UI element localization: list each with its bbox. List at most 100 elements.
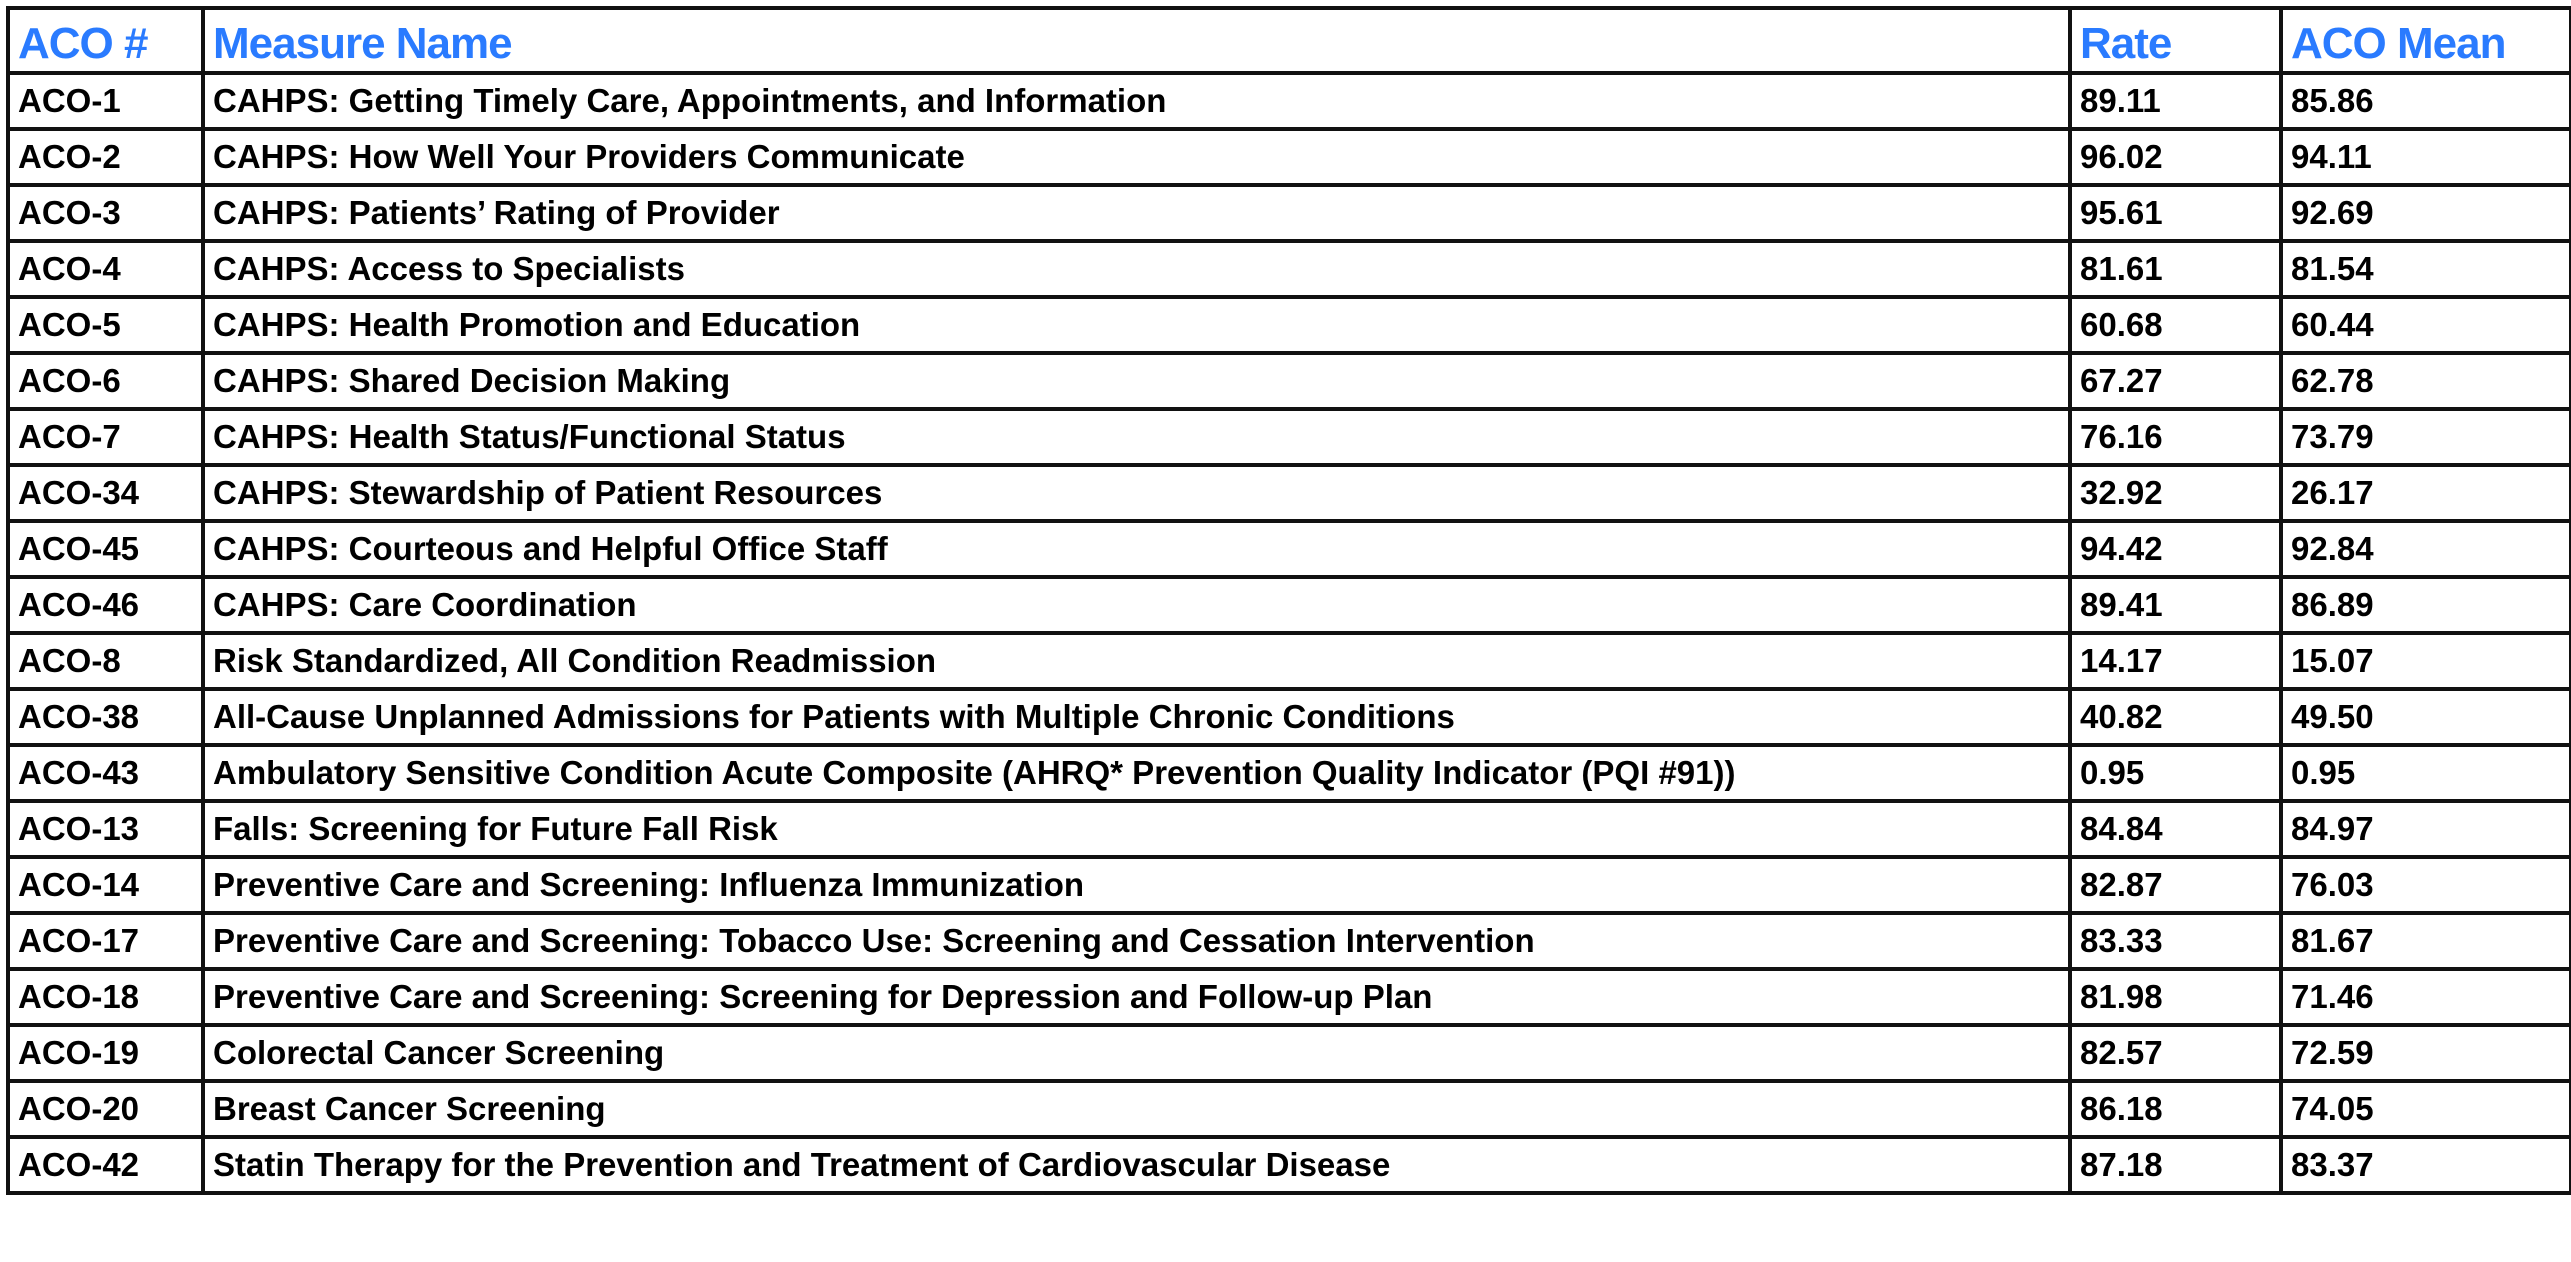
measure-name-cell: CAHPS: Getting Timely Care, Appointments… [201,71,2072,131]
rate-cell: 81.61 [2068,239,2283,299]
rate-cell: 32.92 [2068,463,2283,523]
aco-mean-cell: 62.78 [2279,351,2571,411]
aco-mean-cell: 81.67 [2279,911,2571,971]
aco-number-cell: ACO-19 [6,1023,205,1083]
measure-name-cell: CAHPS: Health Promotion and Education [201,295,2072,355]
table-row: ACO-8 Risk Standardized, All Condition Re… [6,631,2571,691]
table-row: ACO-7 CAHPS: Health Status/Functional Sta… [6,407,2571,467]
header-measure-name: Measure Name [201,6,2072,75]
aco-mean-cell: 0.95 [2279,743,2571,803]
table-row: ACO-1 CAHPS: Getting Timely Care, Appoint… [6,71,2571,131]
rate-cell: 89.11 [2068,71,2283,131]
aco-number-cell: ACO-2 [6,127,205,187]
aco-number-cell: ACO-14 [6,855,205,915]
measure-name-cell: CAHPS: Health Status/Functional Status [201,407,2072,467]
aco-number-cell: ACO-1 [6,71,205,131]
table-row: ACO-6 CAHPS: Shared Decision Making 67.27 6… [6,351,2571,411]
aco-number-cell: ACO-38 [6,687,205,747]
rate-cell: 76.16 [2068,407,2283,467]
table-row: ACO-38 All-Cause Unplanned Admissions for… [6,687,2571,747]
table-row: ACO-43 Ambulatory Sensitive Condition Acu… [6,743,2571,803]
rate-cell: 89.41 [2068,575,2283,635]
measure-name-cell: Falls: Screening for Future Fall Risk [201,799,2072,859]
table-row: ACO-20 Breast Cancer Screening 86.18 74.05 [6,1079,2571,1139]
table-row: ACO-42 Statin Therapy for the Prevention … [6,1135,2571,1195]
measure-name-cell: Breast Cancer Screening [201,1079,2072,1139]
aco-mean-cell: 76.03 [2279,855,2571,915]
measure-name-cell: Ambulatory Sensitive Condition Acute Com… [201,743,2072,803]
aco-mean-cell: 85.86 [2279,71,2571,131]
rate-cell: 83.33 [2068,911,2283,971]
aco-mean-cell: 83.37 [2279,1135,2571,1195]
aco-mean-cell: 86.89 [2279,575,2571,635]
aco-mean-cell: 60.44 [2279,295,2571,355]
aco-mean-cell: 92.69 [2279,183,2571,243]
rate-cell: 94.42 [2068,519,2283,579]
aco-number-cell: ACO-8 [6,631,205,691]
aco-mean-cell: 71.46 [2279,967,2571,1027]
rate-cell: 60.68 [2068,295,2283,355]
table-row: ACO-2 CAHPS: How Well Your Providers Comm… [6,127,2571,187]
table-row: ACO-4 CAHPS: Access to Specialists 81.61 81… [6,239,2571,299]
aco-number-cell: ACO-3 [6,183,205,243]
rate-cell: 0.95 [2068,743,2283,803]
aco-number-cell: ACO-45 [6,519,205,579]
table-row: ACO-17 Preventive Care and Screening: Tob… [6,911,2571,971]
header-aco-number: ACO # [6,6,205,75]
rate-cell: 95.61 [2068,183,2283,243]
aco-mean-cell: 94.11 [2279,127,2571,187]
table-row: ACO-45 CAHPS: Courteous and Helpful Offic… [6,519,2571,579]
aco-number-cell: ACO-20 [6,1079,205,1139]
rate-cell: 81.98 [2068,967,2283,1027]
aco-number-cell: ACO-5 [6,295,205,355]
measure-name-cell: CAHPS: How Well Your Providers Communica… [201,127,2072,187]
aco-number-cell: ACO-7 [6,407,205,467]
rate-cell: 67.27 [2068,351,2283,411]
table-row: ACO-5 CAHPS: Health Promotion and Educati… [6,295,2571,355]
aco-mean-cell: 15.07 [2279,631,2571,691]
aco-number-cell: ACO-17 [6,911,205,971]
aco-number-cell: ACO-43 [6,743,205,803]
aco-mean-cell: 92.84 [2279,519,2571,579]
table-row: ACO-34 CAHPS: Stewardship of Patient Reso… [6,463,2571,523]
measure-name-cell: CAHPS: Shared Decision Making [201,351,2072,411]
table-body: ACO-1 CAHPS: Getting Timely Care, Appoint… [6,71,2571,1195]
aco-mean-cell: 72.59 [2279,1023,2571,1083]
aco-number-cell: ACO-42 [6,1135,205,1195]
table-row: ACO-13 Falls: Screening for Future Fall R… [6,799,2571,859]
rate-cell: 40.82 [2068,687,2283,747]
rate-cell: 96.02 [2068,127,2283,187]
aco-measures-table: ACO # Measure Name Rate ACO Mean ACO-1 CA… [6,6,2571,1195]
aco-mean-cell: 49.50 [2279,687,2571,747]
table-row: ACO-14 Preventive Care and Screening: Inf… [6,855,2571,915]
header-row: ACO # Measure Name Rate ACO Mean [6,6,2571,75]
measure-name-cell: Colorectal Cancer Screening [201,1023,2072,1083]
measure-name-cell: Preventive Care and Screening: Influenza… [201,855,2072,915]
rate-cell: 14.17 [2068,631,2283,691]
aco-number-cell: ACO-46 [6,575,205,635]
rate-cell: 84.84 [2068,799,2283,859]
measure-name-cell: CAHPS: Patients’ Rating of Provider [201,183,2072,243]
measure-name-cell: Risk Standardized, All Condition Readmis… [201,631,2072,691]
measure-name-cell: All-Cause Unplanned Admissions for Patie… [201,687,2072,747]
rate-cell: 82.87 [2068,855,2283,915]
aco-mean-cell: 73.79 [2279,407,2571,467]
rate-cell: 82.57 [2068,1023,2283,1083]
aco-number-cell: ACO-6 [6,351,205,411]
measure-name-cell: Preventive Care and Screening: Tobacco U… [201,911,2072,971]
table-row: ACO-3 CAHPS: Patients’ Rating of Provider… [6,183,2571,243]
measure-name-cell: CAHPS: Stewardship of Patient Resources [201,463,2072,523]
measure-name-cell: Preventive Care and Screening: Screening… [201,967,2072,1027]
header-rate: Rate [2068,6,2283,75]
aco-mean-cell: 74.05 [2279,1079,2571,1139]
aco-number-cell: ACO-18 [6,967,205,1027]
aco-number-cell: ACO-13 [6,799,205,859]
header-aco-mean: ACO Mean [2279,6,2571,75]
measure-name-cell: CAHPS: Courteous and Helpful Office Staf… [201,519,2072,579]
aco-number-cell: ACO-34 [6,463,205,523]
table-row: ACO-19 Colorectal Cancer Screening 82.57 72… [6,1023,2571,1083]
measure-name-cell: CAHPS: Care Coordination [201,575,2072,635]
measure-name-cell: Statin Therapy for the Prevention and Tr… [201,1135,2072,1195]
table-row: ACO-18 Preventive Care and Screening: Scr… [6,967,2571,1027]
rate-cell: 87.18 [2068,1135,2283,1195]
